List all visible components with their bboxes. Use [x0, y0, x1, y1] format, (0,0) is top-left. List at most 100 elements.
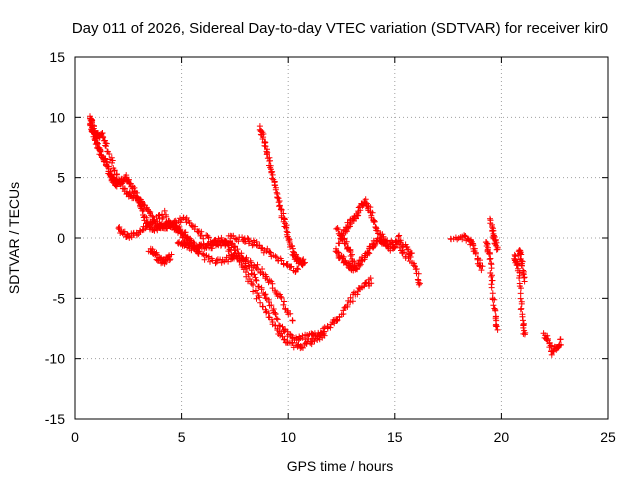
data-point — [185, 242, 192, 249]
data-point — [289, 340, 296, 346]
data-point — [205, 234, 212, 241]
data-point — [115, 225, 122, 232]
data-point — [302, 259, 308, 266]
data-point — [479, 263, 486, 270]
series-track-g — [256, 123, 308, 269]
data-point — [349, 298, 356, 305]
data-point — [265, 299, 272, 305]
data-point — [200, 235, 207, 242]
data-point — [494, 326, 501, 333]
data-point — [226, 246, 233, 253]
data-point — [271, 182, 278, 189]
data-point — [416, 280, 423, 287]
data-point — [493, 323, 500, 330]
data-point — [372, 241, 379, 248]
data-point — [116, 178, 123, 185]
data-point — [163, 213, 170, 220]
data-point — [262, 295, 269, 301]
data-point — [368, 280, 375, 287]
data-point — [127, 180, 134, 187]
data-point — [113, 171, 120, 178]
series-track-p — [540, 330, 564, 358]
data-point — [148, 212, 154, 219]
y-tick-label: 0 — [57, 230, 65, 246]
data-point — [270, 306, 277, 312]
data-point — [250, 282, 257, 288]
data-point — [470, 242, 477, 249]
y-axis-label: SDTVAR / TECUs — [6, 182, 22, 294]
data-point — [169, 220, 176, 227]
data-point — [288, 263, 295, 270]
data-point — [284, 261, 291, 267]
data-point — [516, 250, 523, 257]
series-track-k — [447, 232, 486, 274]
data-point — [257, 299, 264, 306]
series-track-l — [482, 239, 501, 333]
data-point — [461, 232, 468, 239]
data-point — [191, 243, 198, 249]
data-point — [269, 168, 276, 175]
data-point — [321, 332, 328, 339]
data-point — [320, 331, 327, 338]
data-point — [490, 302, 497, 309]
data-points — [87, 113, 564, 358]
data-point — [397, 237, 404, 244]
data-point — [410, 260, 417, 267]
series-track-n — [511, 251, 529, 338]
y-tick-label: -5 — [53, 290, 66, 306]
data-point — [111, 167, 118, 174]
data-point — [344, 303, 351, 310]
data-point — [126, 189, 133, 196]
data-point — [269, 171, 276, 178]
data-point — [264, 150, 270, 157]
data-point — [519, 258, 526, 265]
data-point — [258, 284, 265, 291]
data-point — [324, 325, 331, 332]
data-point — [248, 280, 255, 287]
data-point — [117, 181, 124, 187]
data-point — [209, 241, 216, 248]
data-point — [520, 324, 527, 331]
data-point — [361, 254, 368, 261]
data-point — [177, 219, 184, 226]
y-tick-label: 5 — [57, 170, 65, 186]
data-point — [492, 315, 499, 322]
data-point — [517, 295, 524, 302]
data-point — [400, 249, 407, 256]
data-point — [518, 285, 524, 292]
data-point — [252, 276, 259, 283]
data-point — [172, 223, 179, 230]
data-point — [272, 186, 279, 193]
data-point — [156, 212, 163, 218]
data-point — [267, 157, 273, 164]
data-point — [102, 155, 109, 162]
data-point — [226, 252, 232, 259]
y-tick-label: -15 — [45, 411, 65, 427]
data-point — [371, 218, 378, 225]
data-point — [151, 217, 158, 224]
data-point — [488, 265, 495, 272]
data-point — [278, 294, 285, 301]
data-point — [489, 228, 496, 235]
data-point — [252, 287, 259, 294]
data-point — [295, 266, 301, 273]
data-point — [347, 220, 354, 227]
data-point — [161, 207, 168, 214]
data-point — [518, 262, 525, 269]
data-point — [489, 277, 496, 284]
data-point — [261, 140, 268, 146]
data-point — [245, 271, 252, 278]
data-point — [521, 278, 528, 285]
data-point — [278, 330, 285, 337]
data-point — [174, 239, 181, 246]
data-point — [545, 335, 551, 342]
data-point — [227, 238, 234, 244]
series-track-d — [145, 245, 175, 267]
data-point — [334, 225, 341, 231]
data-point — [97, 148, 104, 155]
data-point — [416, 281, 423, 288]
data-point — [351, 262, 358, 269]
data-point — [260, 134, 267, 141]
